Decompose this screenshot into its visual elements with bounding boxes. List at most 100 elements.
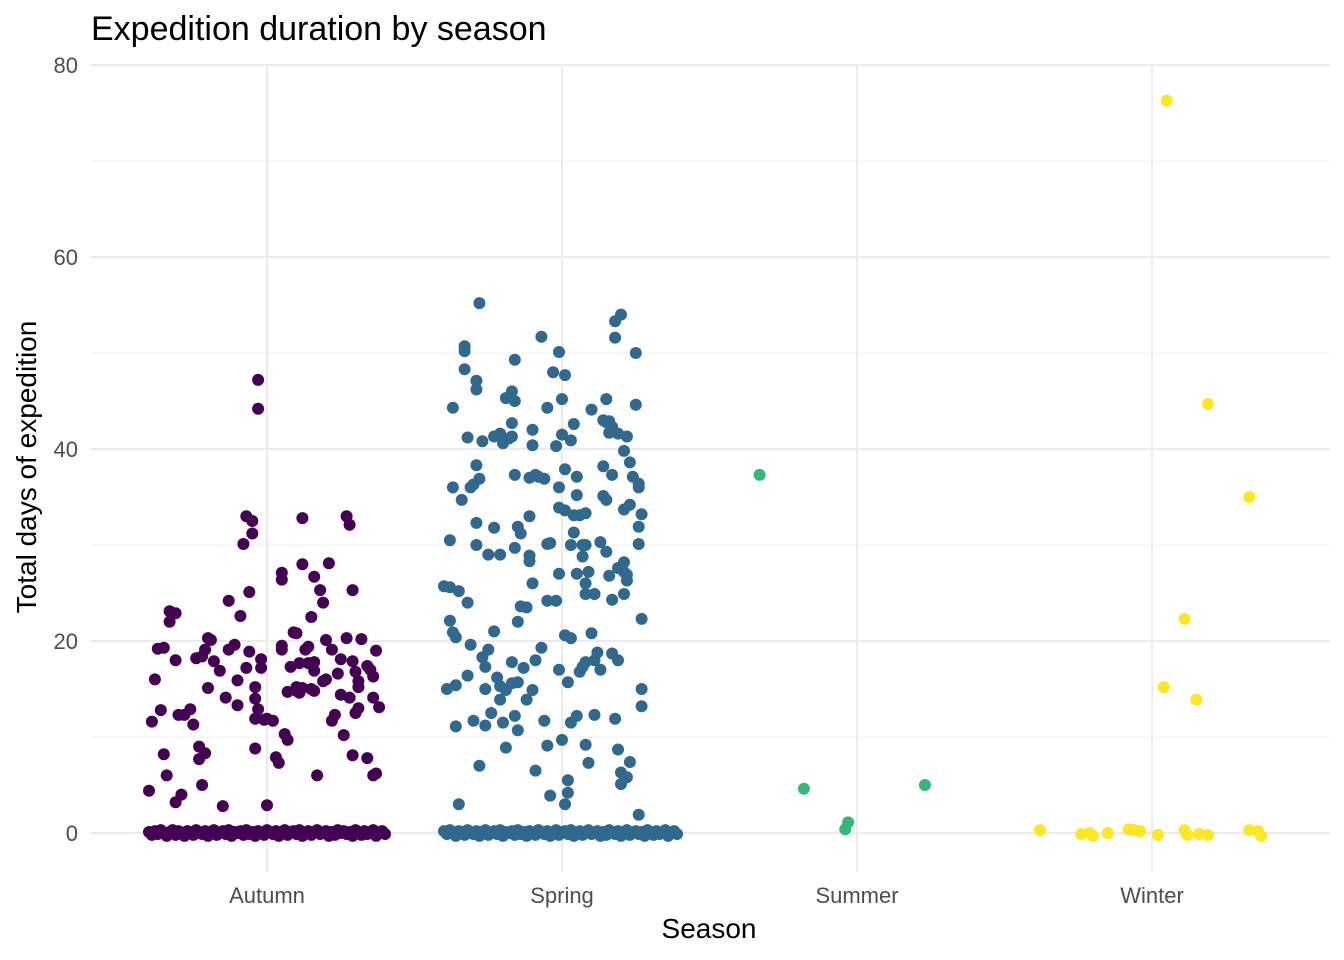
data-point-autumn (370, 644, 383, 657)
data-point-autumn (199, 643, 212, 656)
data-point-spring (508, 541, 521, 554)
data-point-spring (505, 385, 518, 398)
data-point-spring (564, 632, 577, 645)
data-point-autumn (243, 645, 256, 658)
data-point-spring (508, 395, 521, 407)
data-point-spring (600, 545, 613, 558)
data-point-winter (1178, 612, 1191, 625)
data-point-autumn (252, 703, 265, 716)
data-point-spring (553, 481, 565, 494)
data-point-spring (567, 526, 580, 539)
data-point-autumn (343, 518, 356, 531)
data-point-spring (508, 353, 521, 366)
data-point-spring (623, 498, 636, 511)
data-point-winter (1134, 825, 1147, 838)
data-point-spring (570, 567, 583, 580)
data-point-spring (553, 663, 565, 676)
data-point-autumn (308, 684, 321, 697)
data-point-spring (559, 463, 571, 476)
data-point-spring (529, 764, 542, 777)
data-point-spring (556, 428, 568, 441)
data-point-spring (594, 663, 607, 676)
data-point-autumn (373, 701, 386, 714)
data-point-spring (632, 808, 645, 821)
data-point-spring (612, 743, 624, 756)
data-point-spring (597, 460, 610, 473)
data-point-spring (635, 508, 648, 521)
data-point-spring (494, 693, 507, 706)
data-point-autumn (184, 703, 197, 716)
data-point-spring (623, 756, 636, 768)
data-point-autumn (243, 586, 256, 598)
data-point-spring (559, 369, 571, 382)
data-point-spring (473, 297, 486, 310)
data-point-autumn (196, 779, 209, 791)
data-point-spring (535, 641, 548, 654)
data-point-winter (1202, 397, 1214, 410)
data-point-spring (629, 347, 642, 359)
data-points (143, 94, 1268, 842)
data-point-spring (570, 709, 583, 722)
data-point-spring (473, 472, 486, 485)
data-point-spring (541, 401, 554, 414)
data-point-spring (511, 615, 524, 628)
data-point-autumn (143, 784, 155, 797)
data-point-spring (635, 612, 648, 625)
data-point-spring (588, 588, 601, 600)
data-point-spring (623, 456, 636, 469)
data-point-spring (550, 594, 563, 607)
data-point-spring (606, 593, 619, 606)
data-point-spring (629, 398, 642, 411)
data-point-spring (559, 504, 571, 517)
data-point-summer (797, 782, 810, 795)
data-point-spring (449, 720, 462, 733)
data-point-autumn (311, 769, 324, 782)
data-point-summer (753, 468, 766, 481)
data-point-winter (1202, 828, 1214, 841)
data-point-spring (520, 601, 533, 614)
data-point-autumn (204, 634, 217, 646)
data-point-spring (517, 661, 530, 674)
data-point-autumn (261, 799, 273, 812)
data-point-spring (499, 741, 512, 754)
data-point-spring (579, 539, 592, 551)
data-point-spring (470, 539, 483, 551)
chart-title: Expedition duration by season (91, 10, 547, 48)
data-point-autumn (281, 685, 294, 698)
data-point-autumn (340, 632, 353, 645)
data-point-spring (594, 536, 607, 549)
data-point-spring (529, 654, 542, 667)
data-point-autumn (249, 712, 262, 725)
data-point-spring (511, 724, 524, 737)
data-point-spring (535, 330, 548, 343)
data-point-spring (559, 798, 571, 811)
data-point-autumn (252, 402, 265, 415)
data-point-winter (1160, 94, 1173, 107)
data-point-spring (479, 683, 492, 695)
data-point-autumn (249, 692, 262, 705)
data-point-autumn (317, 596, 330, 609)
data-point-winter (1193, 828, 1206, 840)
data-point-spring (470, 383, 483, 396)
data-point-autumn (160, 769, 173, 782)
data-point-spring (443, 534, 456, 547)
data-point-autumn (346, 584, 359, 597)
data-point-autumn (308, 656, 321, 669)
data-point-winter (1255, 829, 1268, 842)
data-point-spring (526, 684, 539, 696)
data-point-autumn (249, 681, 262, 694)
data-point-autumn (222, 594, 235, 607)
data-point-spring (553, 346, 565, 358)
data-point-autumn (352, 681, 365, 694)
data-point-spring (467, 714, 480, 727)
data-point-spring (461, 669, 474, 682)
data-point-spring (582, 565, 595, 578)
y-tick-label: 0 (66, 821, 78, 846)
data-point-spring (488, 521, 501, 534)
data-point-autumn (296, 512, 309, 525)
data-point-autumn (349, 665, 362, 678)
data-point-autumn (213, 664, 226, 677)
data-point-autumn (175, 788, 188, 801)
data-point-autumn (308, 664, 321, 677)
